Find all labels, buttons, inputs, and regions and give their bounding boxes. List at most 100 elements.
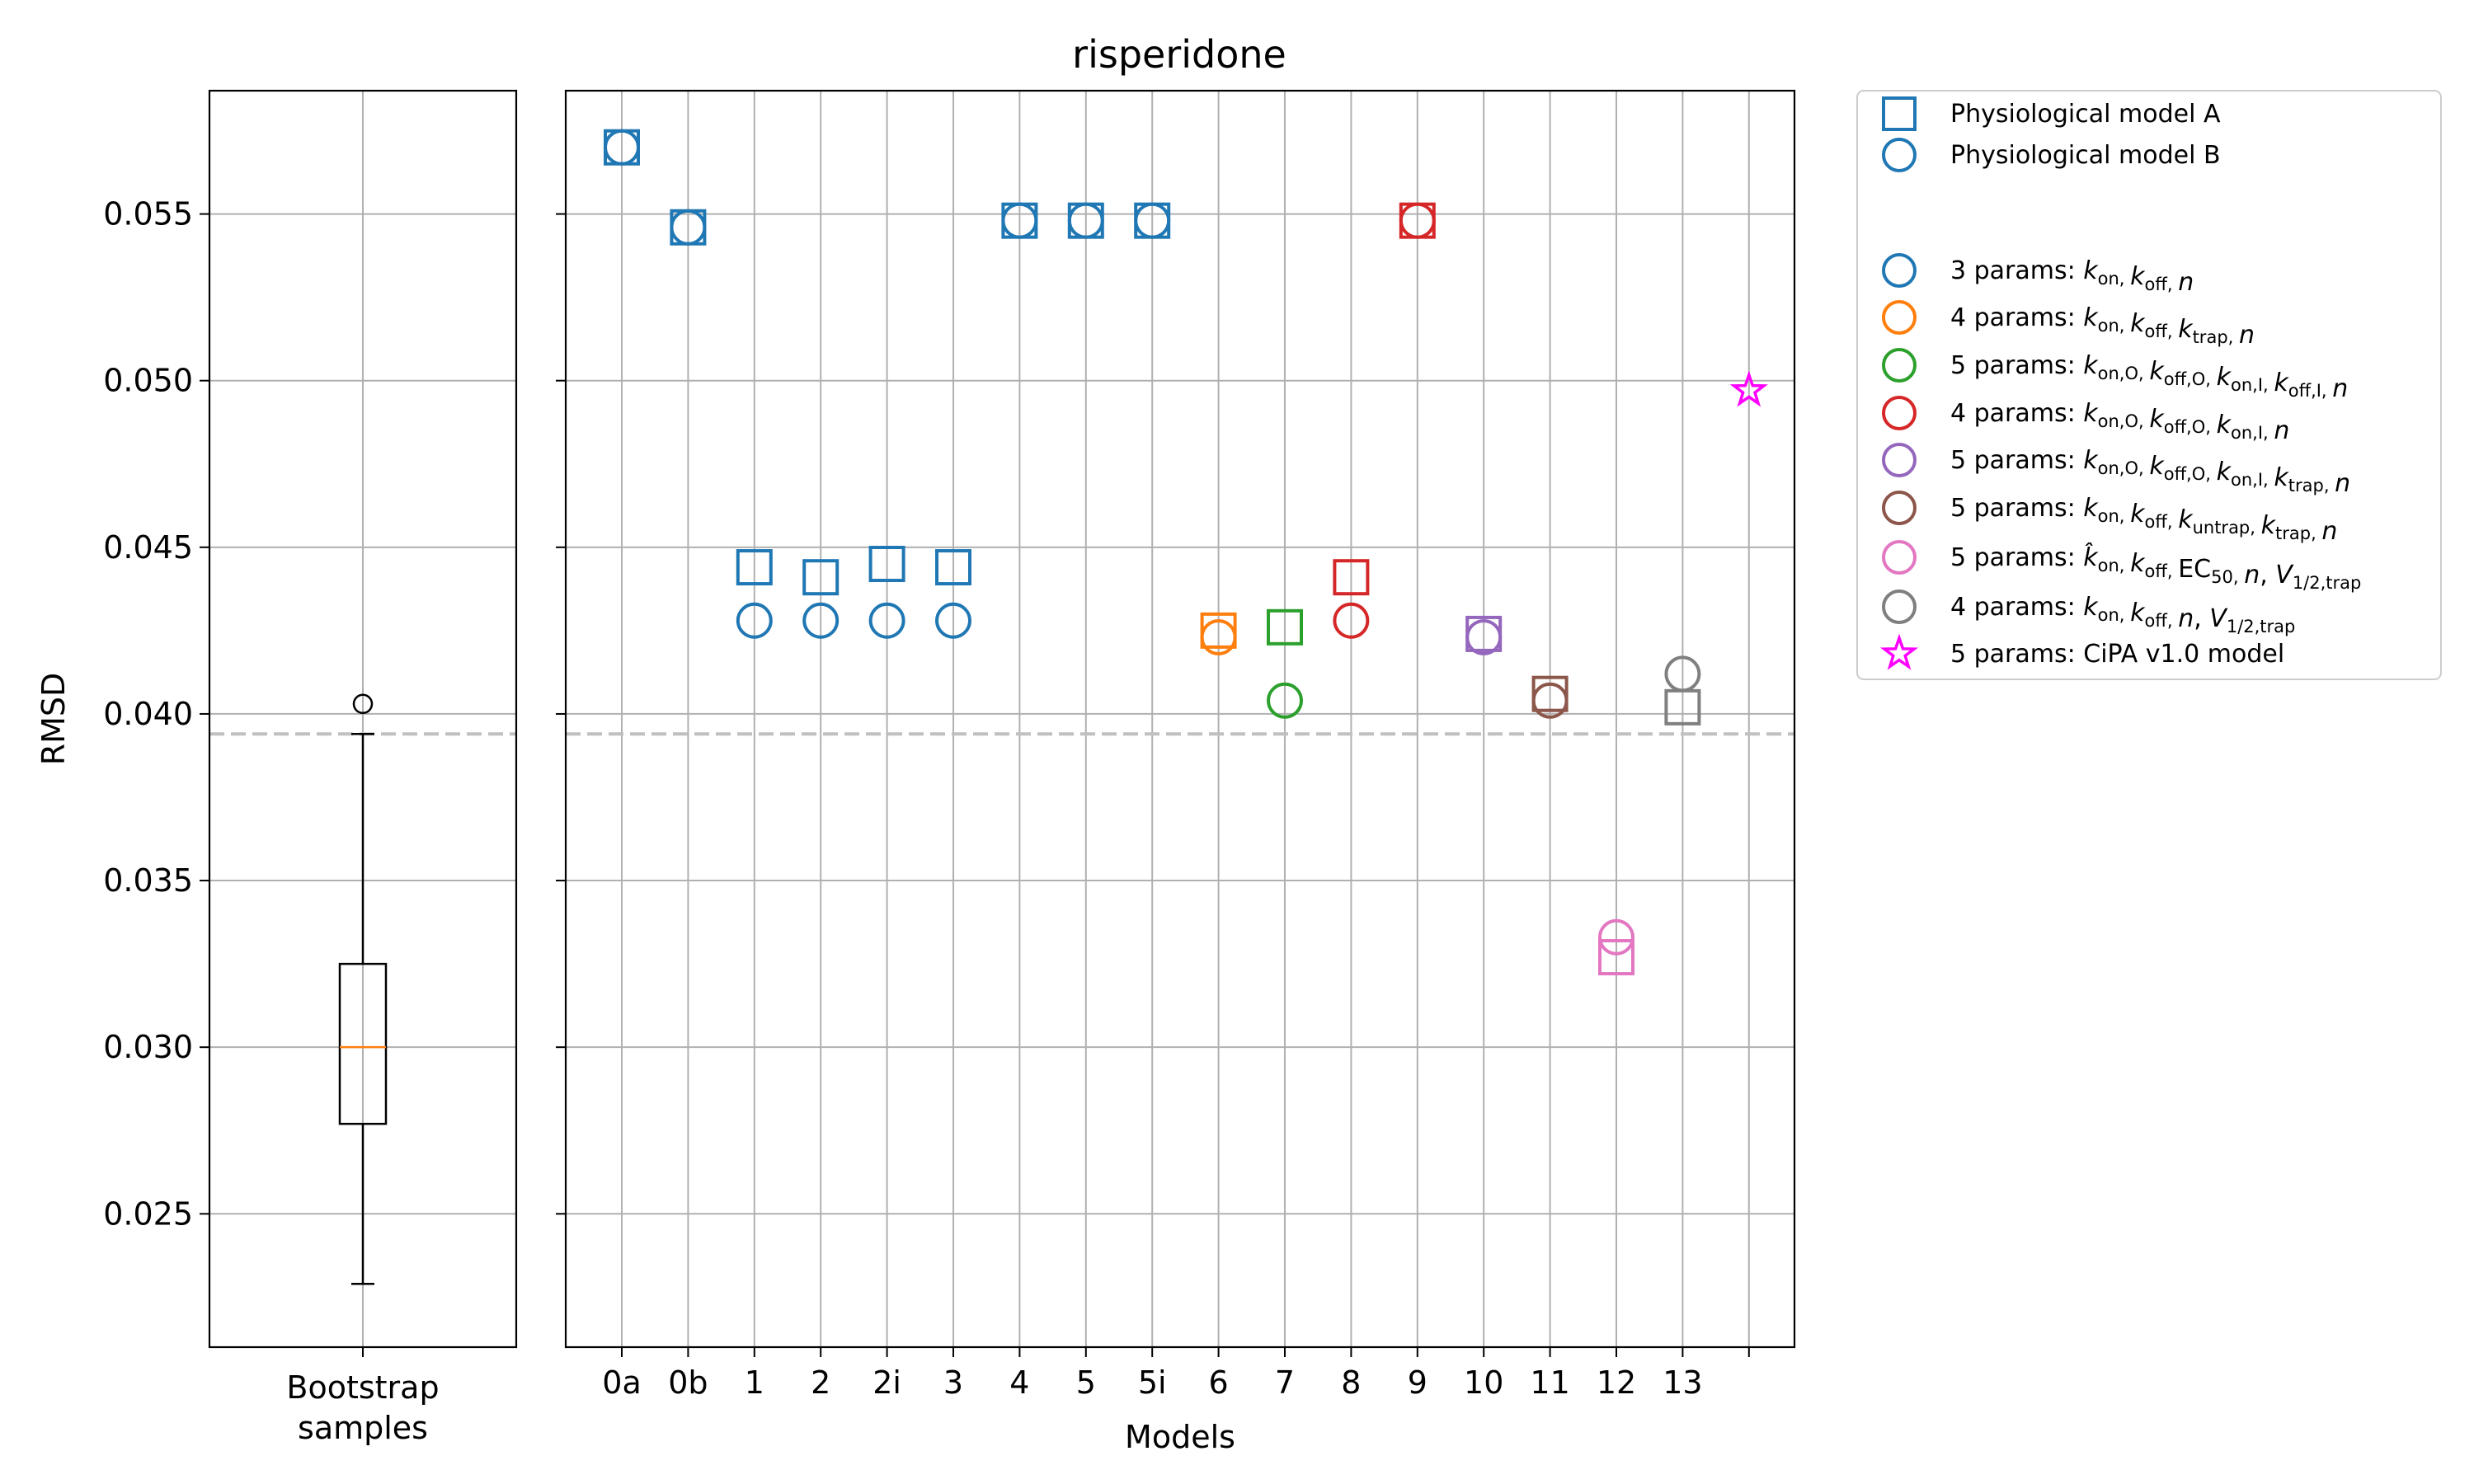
x-axis-label: Models: [1125, 1419, 1235, 1455]
y-tick-label: 0.055: [103, 196, 193, 232]
y-axis-label: RMSD: [35, 673, 72, 766]
data-point-circle: [1465, 618, 1503, 655]
data-point-circle: [802, 602, 840, 639]
x-tick-label: 2i: [872, 1364, 901, 1401]
x-tick-label: 5: [1076, 1364, 1096, 1401]
boxplot-outlier: [352, 693, 374, 715]
legend-label: 4 params: kon, koff, n, V1/2,trap: [1950, 593, 2295, 636]
data-point-square: [1267, 608, 1303, 646]
legend-label: Physiological model B: [1950, 141, 2221, 170]
x-tick-label: 5i: [1138, 1364, 1167, 1401]
data-point-square: [935, 549, 971, 586]
legend-label: 4 params: kon, koff, ktrap, n: [1950, 303, 2255, 350]
x-tick-label: 7: [1275, 1364, 1295, 1401]
legend-square-icon: [1882, 96, 1917, 131]
legend-item: 5 params: CiPA v1.0 model: [1879, 633, 2284, 670]
legend-circle-icon: [1882, 300, 1917, 335]
data-point-circle: [736, 602, 773, 639]
data-point-circle: [1399, 202, 1436, 239]
legend-circle-icon: [1882, 396, 1917, 430]
legend-circle-icon: [1882, 138, 1917, 172]
y-tick-label: 0.035: [103, 862, 193, 899]
data-point-circle: [1333, 602, 1370, 639]
x-tick-label: 11: [1530, 1364, 1569, 1401]
bootstrap-boxplot-panel: 0.025 0.030 0.035 0.040 0.045 0.050 0.055 Boot…: [35, 89, 566, 1446]
legend-item: Physiological model A: [1882, 96, 2221, 131]
data-point-circle: [935, 602, 971, 639]
chart-title: risperidone: [1072, 32, 1286, 77]
scatter-frame: [564, 89, 1796, 1349]
series-circle-points: [604, 129, 1701, 956]
legend-item: 5 params: kon,O, koff,O, kon,I, ktrap, n: [1882, 443, 2350, 498]
legend-item: 5 params: k̂on, koff, EC50, n, V1/2,trap: [1882, 540, 2361, 593]
legend-item: 5 params: kon, koff, kuntrap, ktrap, n: [1882, 491, 2337, 546]
legend-label: 4 params: kon,O, koff,O, kon,I, n: [1950, 399, 2289, 445]
legend-item: 5 params: kon,O, koff,O, kon,I, koff,I, …: [1882, 348, 2348, 403]
legend-label: 5 params: kon, koff, kuntrap, ktrap, n: [1950, 494, 2337, 546]
legend-circle-icon: [1882, 348, 1917, 383]
data-point-circle: [1134, 202, 1171, 239]
y-tick-label: 0.050: [103, 363, 193, 399]
data-point-circle: [604, 129, 640, 166]
legend-label: 3 params: kon, koff, n: [1950, 256, 2194, 297]
data-point-circle: [1598, 918, 1634, 956]
legend-label: 5 params: k̂on, koff, EC50, n, V1/2,trap: [1950, 542, 2361, 593]
data-point-circle: [868, 602, 905, 639]
legend-item: Physiological model B: [1882, 138, 2221, 172]
legend-circle-icon: [1882, 589, 1917, 624]
data-point-square: [736, 549, 773, 586]
data-point-square: [1598, 939, 1634, 976]
data-point-circle: [1067, 202, 1104, 239]
data-point-circle: [1267, 682, 1303, 719]
data-point-star: [1729, 370, 1768, 407]
data-point-circle: [1001, 202, 1038, 239]
x-tick-label: 0b: [668, 1364, 708, 1401]
legend-item: 4 params: kon, koff, ktrap, n: [1882, 300, 2255, 350]
boxplot-marks: [338, 693, 388, 1285]
legend-label: 5 params: kon,O, koff,O, kon,I, ktrap, n: [1950, 446, 2350, 498]
legend-circle-icon: [1882, 253, 1917, 288]
models-scatter-panel: 0a 0b 1 2 2i 3 4 5 5i 6 7 8 9 10 11 12 13 Models: [564, 89, 1796, 1455]
data-point-circle: [1531, 682, 1569, 719]
legend-label: 5 params: CiPA v1.0 model: [1950, 640, 2284, 669]
x-tick-label: 6: [1209, 1364, 1229, 1401]
boxplot-xlabel-line1: Bootstrap: [286, 1369, 439, 1406]
x-tick-label: 2: [811, 1364, 830, 1401]
legend-item: 4 params: kon, koff, n, V1/2,trap: [1882, 589, 2295, 636]
x-tick-label: 12: [1597, 1364, 1636, 1401]
data-point-circle: [1664, 655, 1701, 693]
x-tick-label: 0a: [602, 1364, 641, 1401]
y-axis: 0.025 0.030 0.035 0.040 0.045 0.050 0.055: [103, 196, 566, 1357]
x-tick-label: 4: [1009, 1364, 1029, 1401]
x-axis: 0a 0b 1 2 2i 3 4 5 5i 6 7 8 9 10 11 12 13: [602, 1347, 1750, 1401]
y-tick-label: 0.045: [103, 529, 193, 566]
legend-item: 3 params: kon, koff, n: [1882, 253, 2194, 297]
data-point-circle: [670, 209, 707, 246]
x-tick-label: 1: [745, 1364, 764, 1401]
y-tick-label: 0.025: [103, 1195, 193, 1232]
data-point-circle: [1200, 618, 1237, 655]
legend-circle-icon: [1882, 491, 1917, 525]
data-point-square: [802, 559, 840, 596]
legend-label: Physiological model A: [1950, 100, 2221, 129]
x-tick-label: 3: [943, 1364, 963, 1401]
boxplot-xlabel-line2: samples: [298, 1410, 428, 1446]
y-tick-label: 0.030: [103, 1029, 193, 1065]
data-point-square: [1333, 559, 1370, 596]
series-star-points: [1729, 370, 1768, 407]
legend-circle-icon: [1882, 443, 1917, 477]
legend-circle-icon: [1882, 540, 1917, 575]
scatter-marks: [604, 129, 1768, 976]
y-tick-label: 0.040: [103, 696, 193, 732]
legend: Physiological model A Physiological model…: [1856, 90, 2442, 680]
x-tick-label: 13: [1663, 1364, 1702, 1401]
legend-item: 4 params: kon,O, koff,O, kon,I, n: [1882, 396, 2289, 445]
x-tick-label: 9: [1408, 1364, 1427, 1401]
legend-label: 5 params: kon,O, koff,O, kon,I, koff,I, …: [1950, 351, 2348, 403]
scatter-grid: [566, 91, 1794, 1347]
data-point-square: [868, 546, 905, 583]
x-tick-label: 10: [1464, 1364, 1503, 1401]
legend-box: [1856, 90, 2442, 680]
x-tick-label: 8: [1341, 1364, 1361, 1401]
